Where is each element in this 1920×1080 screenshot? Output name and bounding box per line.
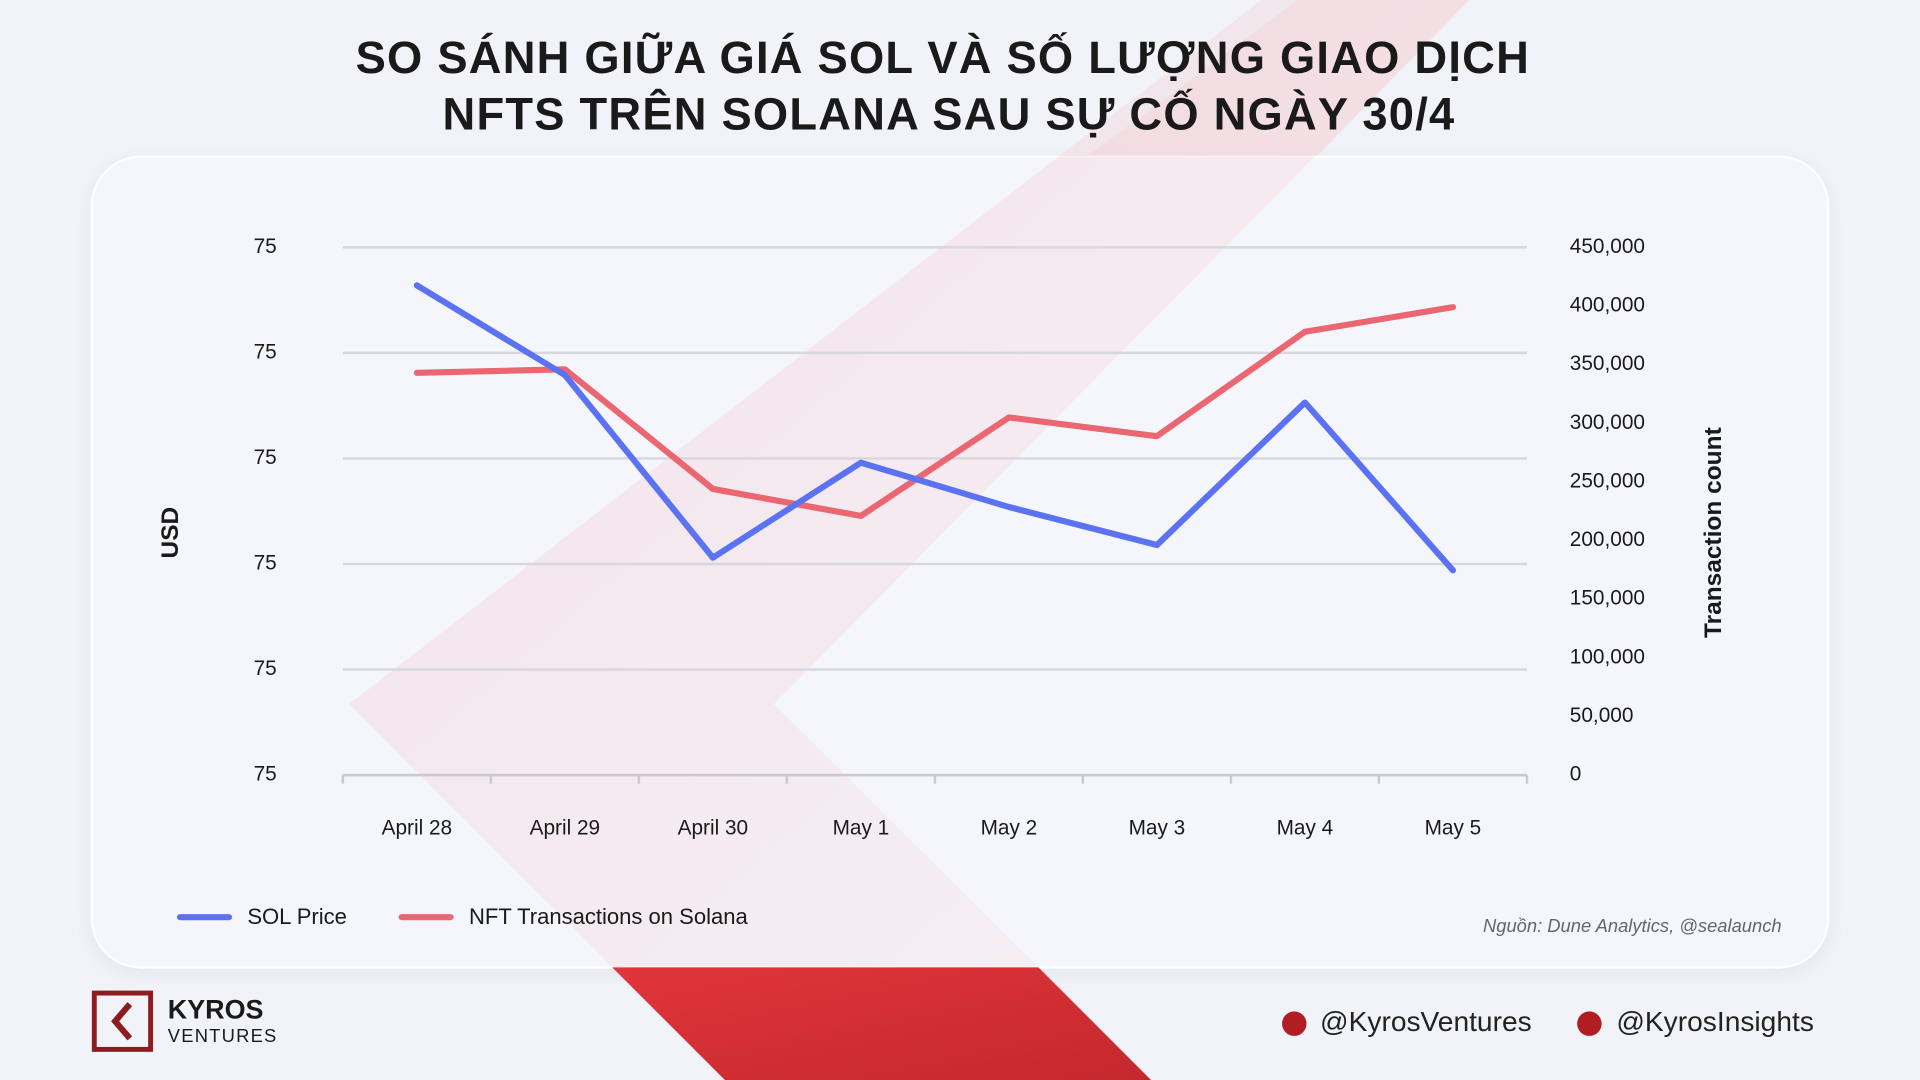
y2-tick-label: 50,000	[1570, 704, 1634, 727]
y-tick-label: 75	[254, 657, 277, 680]
y2-tick-label: 0	[1570, 763, 1582, 786]
y-axis-title: USD	[157, 507, 184, 559]
twitter-icon	[1282, 1011, 1307, 1036]
brand-logo-mark	[111, 1002, 133, 1041]
x-tick-label: May 5	[1425, 816, 1482, 839]
x-tick-label: May 2	[981, 816, 1038, 839]
chart-title: NFTS TRÊN SOLANA SAU SỰ CỐ NGÀY 30/4	[443, 88, 1456, 140]
x-tick-label: May 1	[833, 816, 890, 839]
source: Nguồn: Dune Analytics, @sealaunch	[1483, 915, 1782, 936]
chart-title: SO SÁNH GIỮA GIÁ SOL VÀ SỐ LƯỢNG GIAO DỊ…	[356, 31, 1530, 83]
y2-tick-label: 150,000	[1570, 587, 1645, 610]
x-tick-label: April 28	[382, 816, 453, 839]
y2-tick-label: 450,000	[1570, 235, 1645, 258]
telegram-icon	[1577, 1011, 1602, 1036]
legend-label: NFT Transactions on Solana	[469, 904, 749, 929]
y-tick-label: 75	[254, 552, 277, 575]
y-tick-label: 75	[254, 235, 277, 258]
y2-tick-label: 400,000	[1570, 293, 1645, 316]
y2-tick-label: 350,000	[1570, 352, 1645, 375]
social-handle: @KyrosVentures	[1320, 1006, 1532, 1037]
x-tick-label: April 29	[530, 816, 601, 839]
series-line	[413, 282, 1456, 574]
y-tick-label: 75	[254, 446, 277, 469]
social-handle: @KyrosInsights	[1616, 1006, 1814, 1037]
y2-tick-label: 250,000	[1570, 469, 1645, 492]
y2-tick-label: 100,000	[1570, 645, 1645, 668]
y2-axis-title: Transaction count	[1700, 427, 1727, 638]
brand: KYROS VENTURES	[91, 990, 278, 1052]
legend-label: SOL Price	[247, 904, 347, 929]
brand-sub: VENTURES	[168, 1025, 278, 1046]
series-line	[413, 304, 1456, 519]
brand-logo	[91, 990, 154, 1052]
x-tick-label: April 30	[678, 816, 749, 839]
y-tick-label: 75	[254, 763, 277, 786]
x-tick-label: May 4	[1277, 816, 1334, 839]
brand-name: KYROS	[168, 995, 264, 1025]
decor-red	[612, 967, 1152, 1080]
y2-tick-label: 200,000	[1570, 528, 1645, 551]
socials: @KyrosVentures @KyrosInsights	[1282, 1006, 1814, 1037]
y-tick-label: 75	[254, 340, 277, 363]
x-tick-label: May 3	[1129, 816, 1186, 839]
y2-tick-label: 300,000	[1570, 411, 1645, 434]
